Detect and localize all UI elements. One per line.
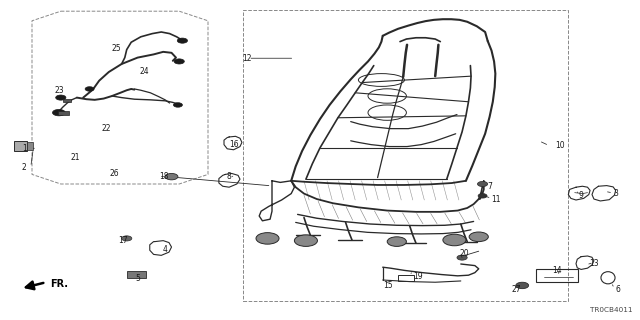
Text: 7: 7 (488, 182, 493, 191)
Circle shape (177, 38, 188, 43)
Circle shape (85, 87, 94, 91)
Text: 23: 23 (54, 86, 64, 95)
Text: 5: 5 (135, 274, 140, 283)
Text: 1: 1 (22, 144, 27, 153)
Text: 8: 8 (227, 172, 232, 181)
Text: 13: 13 (589, 259, 599, 268)
Text: 14: 14 (552, 266, 562, 275)
Text: 21: 21 (71, 153, 80, 162)
Text: 12: 12 (242, 54, 252, 63)
Circle shape (478, 194, 487, 198)
Circle shape (294, 235, 317, 246)
Text: FR.: FR. (50, 279, 68, 289)
Text: 24: 24 (139, 68, 149, 76)
Circle shape (56, 95, 66, 100)
Circle shape (256, 233, 279, 244)
Text: 25: 25 (111, 44, 122, 53)
Bar (58, 111, 69, 115)
Bar (127, 271, 146, 278)
Circle shape (443, 234, 466, 246)
Circle shape (516, 282, 529, 289)
Text: 10: 10 (556, 141, 565, 150)
Text: 11: 11 (492, 195, 501, 204)
Text: 3: 3 (613, 189, 618, 198)
Circle shape (173, 103, 182, 107)
Text: 22: 22 (101, 124, 111, 133)
Text: 4: 4 (163, 245, 168, 254)
Bar (14, 141, 27, 151)
Circle shape (174, 59, 184, 64)
Bar (536, 269, 578, 282)
Text: 2: 2 (22, 164, 27, 172)
Circle shape (457, 255, 467, 260)
Text: 20: 20 (460, 249, 469, 258)
Bar (27, 142, 33, 150)
Circle shape (165, 173, 178, 180)
Text: 19: 19 (413, 272, 422, 281)
Bar (63, 99, 71, 102)
Circle shape (469, 232, 488, 242)
Text: 18: 18 (159, 172, 168, 181)
Circle shape (122, 236, 132, 241)
Text: 16: 16 (229, 140, 239, 149)
Circle shape (387, 237, 406, 246)
Text: 15: 15 (383, 281, 392, 290)
Text: 9: 9 (579, 191, 584, 200)
Text: 27: 27 (512, 285, 522, 294)
Circle shape (52, 109, 65, 116)
Text: 26: 26 (109, 169, 119, 178)
Bar (398, 275, 414, 281)
Text: TR0CB4011: TR0CB4011 (590, 307, 632, 313)
Circle shape (477, 181, 488, 187)
Text: 6: 6 (616, 285, 621, 294)
Text: 17: 17 (118, 236, 128, 245)
